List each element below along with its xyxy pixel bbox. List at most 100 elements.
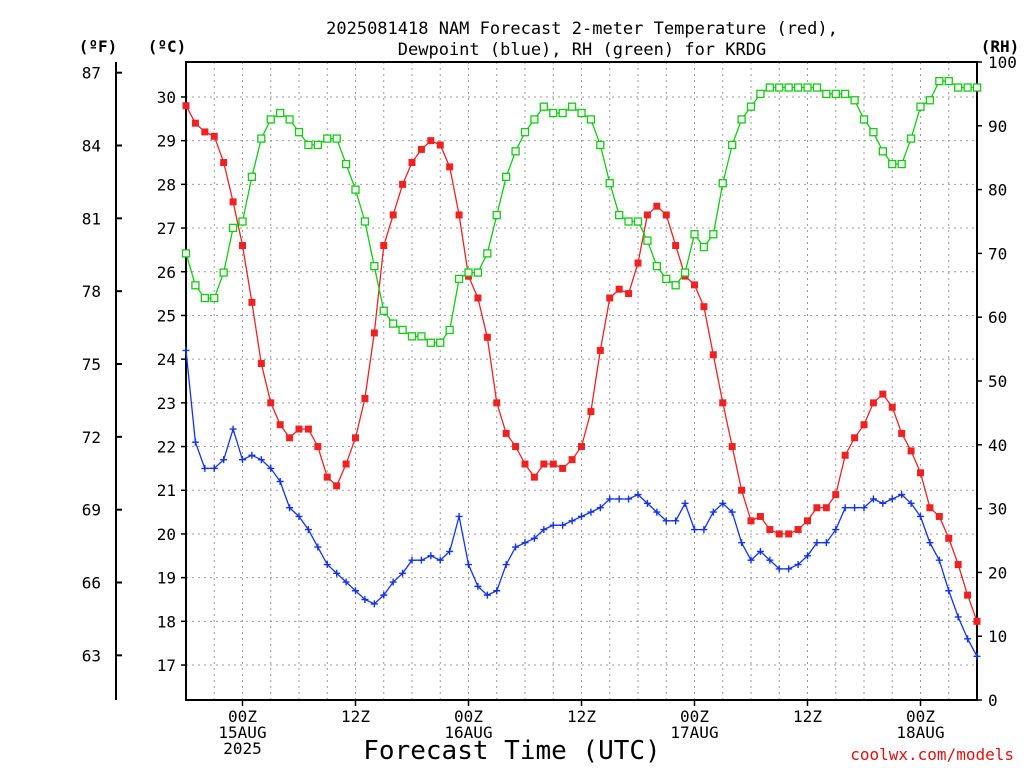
- rh-point: [549, 108, 558, 118]
- rh-point: [775, 83, 784, 92]
- temperature-point: [474, 294, 482, 302]
- rh-point: [906, 134, 916, 143]
- dewpoint-point: [220, 456, 228, 464]
- data-series: [181, 76, 982, 660]
- dewpoint-point: [973, 652, 981, 660]
- temperature-point: [606, 294, 614, 302]
- rh-point: [360, 217, 370, 226]
- rh-point: [294, 128, 304, 137]
- dewpoint-point: [427, 552, 435, 560]
- grid-lines: [186, 62, 977, 700]
- dewpoint-point: [747, 556, 755, 564]
- temperature-point: [841, 451, 849, 459]
- dewpoint-point: [521, 539, 529, 547]
- dewpoint-point: [756, 547, 764, 555]
- rh-point: [728, 140, 737, 150]
- temperature-point: [380, 242, 388, 250]
- temperature-point: [361, 394, 369, 402]
- x-tick-label: 00Z: [454, 707, 483, 726]
- dewpoint-point: [257, 456, 265, 464]
- dewpoint-point: [662, 517, 670, 525]
- dewpoint-point: [210, 464, 218, 472]
- rh-point: [841, 89, 850, 99]
- dewpoint-point: [898, 491, 906, 499]
- temperature-point: [794, 526, 802, 534]
- celsius-tick-label: 25: [157, 306, 176, 325]
- dewpoint-point: [333, 569, 341, 577]
- rh-point: [511, 147, 520, 156]
- dewpoint-point: [201, 464, 209, 472]
- dewpoint-point: [399, 569, 407, 577]
- temperature-point: [643, 211, 651, 219]
- temperature-point: [747, 517, 755, 525]
- dewpoint-point: [832, 526, 840, 534]
- rh-tick-label: 90: [988, 117, 1007, 136]
- rh-point: [219, 268, 228, 277]
- rh-tick-label: 10: [988, 627, 1007, 646]
- dewpoint-point: [549, 521, 557, 529]
- temperature-point: [973, 617, 981, 625]
- rh-point: [304, 140, 313, 150]
- dewpoint-point: [766, 556, 774, 564]
- rh-point: [633, 217, 643, 226]
- rh-point: [709, 230, 718, 239]
- rh-point: [228, 223, 238, 233]
- temperature-point: [700, 303, 708, 311]
- rh-point: [483, 249, 492, 258]
- rh-point: [379, 306, 388, 315]
- fahrenheit-tick-label: 69: [82, 501, 101, 520]
- rh-point: [680, 268, 690, 277]
- rh-point: [567, 102, 577, 111]
- rh-point: [285, 115, 294, 124]
- x-tick-label: 12Z: [341, 707, 370, 726]
- temperature-point: [483, 333, 491, 341]
- dewpoint-point: [615, 495, 623, 503]
- rh-point: [652, 262, 661, 271]
- celsius-tick-label: 24: [157, 350, 176, 369]
- dewpoint-point: [926, 539, 934, 547]
- x-tick-label: 00Z: [680, 707, 709, 726]
- dewpoint-point: [606, 495, 614, 503]
- dewpoint-point: [465, 561, 472, 569]
- rh-unit-label: (RH): [981, 37, 1020, 56]
- rh-point: [247, 172, 257, 181]
- rh-point: [605, 179, 614, 188]
- temperature-point: [775, 530, 783, 538]
- temperature-point: [662, 211, 670, 219]
- rh-point: [577, 108, 586, 118]
- dewpoint-point: [380, 591, 388, 599]
- temperature-point: [672, 242, 680, 250]
- rh-point: [502, 172, 511, 181]
- rh-point: [313, 140, 322, 150]
- temperature-point: [210, 132, 218, 140]
- dewpoint-point: [860, 504, 868, 512]
- dewpoint-point: [436, 556, 444, 564]
- temperature-point: [954, 561, 962, 569]
- rh-tick-label: 100: [988, 53, 1017, 72]
- temperature-point: [804, 517, 811, 525]
- temperature-point: [446, 163, 454, 171]
- temperature-point: [257, 360, 265, 368]
- x-tick-label: 00Z: [228, 707, 257, 726]
- x-tick-label: 16AUG: [444, 723, 492, 742]
- dewpoint-point: [295, 512, 303, 520]
- rh-point: [492, 210, 501, 220]
- temperature-point: [851, 434, 859, 442]
- dewpoint-point: [455, 512, 463, 520]
- rh-point: [257, 134, 266, 143]
- dewpoint-point: [314, 543, 322, 551]
- dewpoint-point: [596, 504, 604, 512]
- temperature-point: [926, 504, 934, 512]
- rh-point: [746, 102, 756, 111]
- dewpoint-point: [738, 539, 746, 547]
- fahrenheit-tick-label: 63: [82, 646, 101, 665]
- x-tick-label: 18AUG: [896, 723, 944, 742]
- dewpoint-point: [964, 635, 972, 643]
- rh-point: [332, 134, 341, 143]
- temperature-point: [860, 421, 868, 429]
- rh-point: [756, 89, 765, 99]
- fahrenheit-tick-label: 72: [82, 428, 101, 447]
- temperature-point: [314, 443, 322, 451]
- celsius-tick-label: 19: [157, 569, 176, 588]
- rh-point: [426, 338, 435, 347]
